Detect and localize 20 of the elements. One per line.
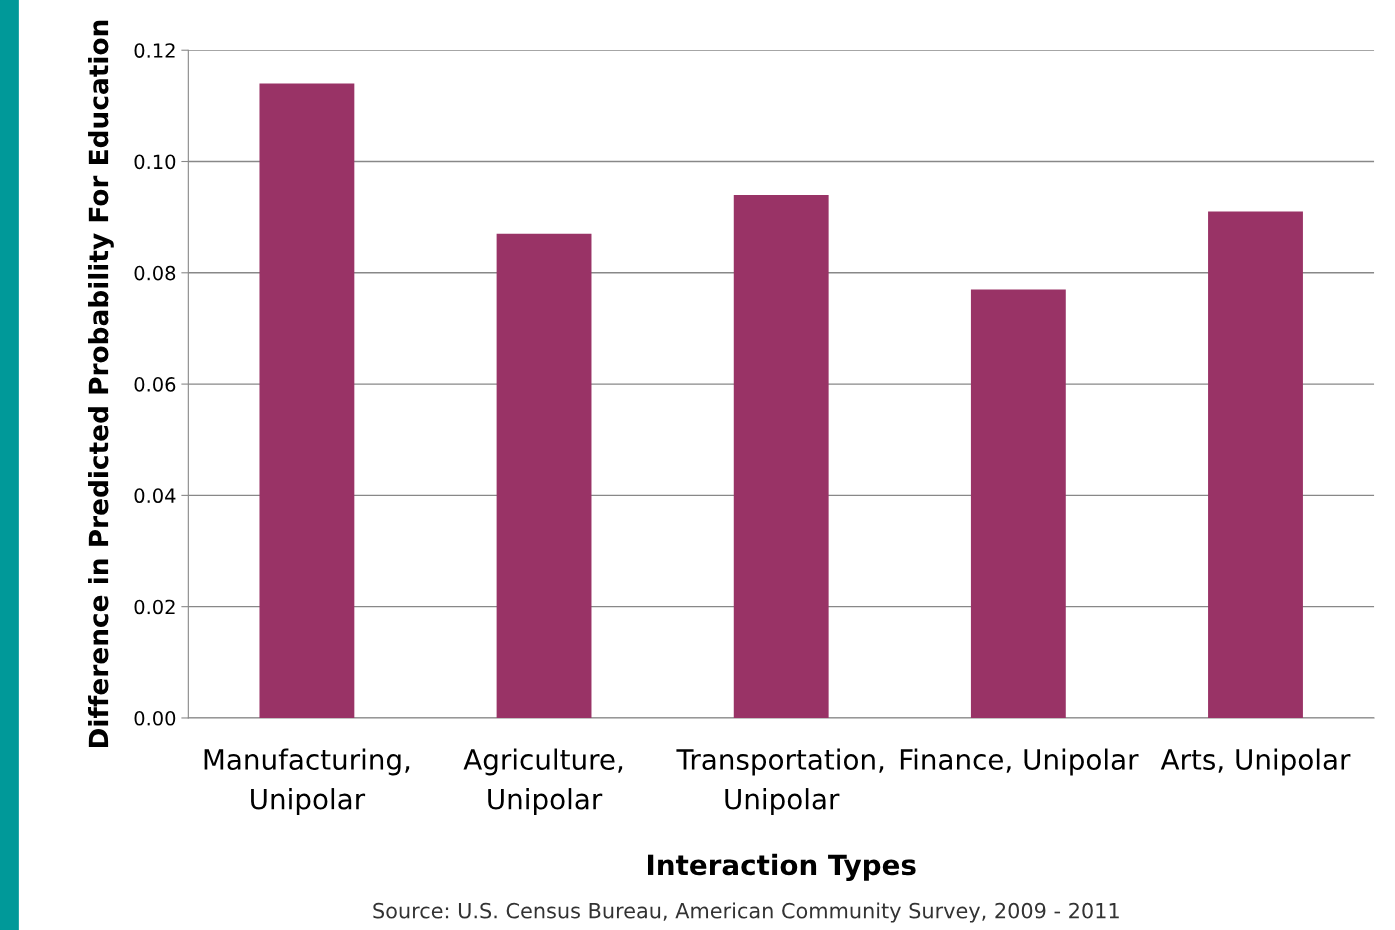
x-tick-label: Transportation, Unipolar: [676, 748, 884, 815]
y-tick-label: 0.08: [134, 265, 176, 281]
y-tick-label: 0.04: [134, 488, 176, 504]
y-tick-label: 0.00: [134, 710, 176, 726]
y-tick-label: 0.10: [134, 154, 176, 170]
bar: [733, 194, 829, 718]
bar: [259, 83, 355, 718]
bar: [1208, 211, 1303, 718]
source-note: Source: U.S. Census Bureau, American Community Survey, 2009 - 2011: [373, 902, 1119, 923]
x-axis-title: Interaction Types: [648, 853, 916, 881]
bar: [496, 233, 592, 718]
x-tick-label: Manufacturing, Unipolar: [204, 748, 410, 815]
y-tick-label: 0.02: [134, 599, 175, 615]
x-tick-label: Arts, Unipolar: [1160, 748, 1351, 776]
y-axis-title: Difference in Predicted Probability For Education: [88, 20, 114, 748]
x-tick-label: Finance, Unipolar: [900, 748, 1139, 776]
y-tick-label: 0.06: [134, 377, 176, 392]
x-tick-label: Agriculture, Unipolar: [463, 748, 623, 815]
y-tick-label: 0.12: [134, 43, 175, 58]
bar: [970, 289, 1066, 718]
